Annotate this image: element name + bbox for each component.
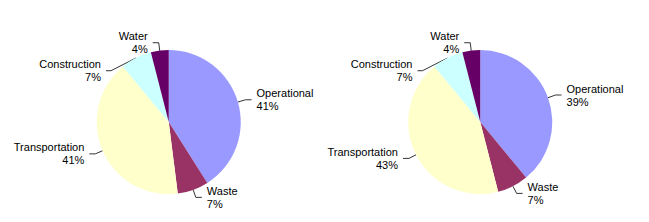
svg-text:7%: 7% (397, 71, 413, 83)
svg-text:Construction: Construction (351, 58, 413, 70)
svg-text:Transportation: Transportation (327, 146, 398, 158)
svg-text:39%: 39% (567, 96, 589, 108)
svg-text:Transportation: Transportation (14, 141, 85, 153)
svg-text:Construction: Construction (39, 58, 101, 70)
svg-text:7%: 7% (207, 198, 223, 210)
svg-text:43%: 43% (376, 159, 398, 171)
svg-text:41%: 41% (257, 100, 279, 112)
svg-text:Waste: Waste (528, 181, 559, 193)
svg-text:7%: 7% (85, 71, 101, 83)
svg-text:Waste: Waste (207, 185, 238, 197)
svg-text:41%: 41% (62, 154, 84, 166)
svg-text:Water: Water (430, 30, 459, 42)
svg-text:4%: 4% (443, 43, 459, 55)
svg-text:4%: 4% (132, 43, 148, 55)
svg-text:Water: Water (119, 30, 148, 42)
svg-text:7%: 7% (528, 194, 544, 206)
svg-text:Operational: Operational (567, 83, 624, 95)
svg-text:Operational: Operational (257, 87, 314, 99)
